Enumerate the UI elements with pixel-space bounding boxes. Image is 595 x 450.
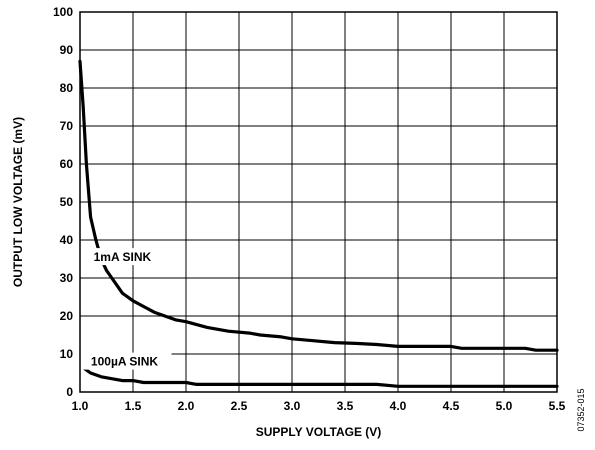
series-label: 100µA SINK xyxy=(91,355,158,369)
y-axis-title: OUTPUT LOW VOLTAGE (mV) xyxy=(11,117,25,287)
y-tick-label: 60 xyxy=(60,157,74,171)
grid xyxy=(79,11,558,393)
x-tick-label: 3.0 xyxy=(284,399,301,413)
plot-frame xyxy=(79,11,558,393)
x-tick-label: 4.0 xyxy=(390,399,407,413)
x-tick-labels: 1.0 1.5 2.0 2.5 3.0 3.5 4.0 4.5 5.0 5.5 xyxy=(72,399,566,413)
y-tick-label: 20 xyxy=(60,309,74,323)
x-tick-label: 1.0 xyxy=(72,399,89,413)
x-tick-label: 2.5 xyxy=(231,399,248,413)
series-label: 1mA SINK xyxy=(94,250,152,264)
y-tick-label: 100 xyxy=(53,5,73,19)
x-tick-label: 3.5 xyxy=(337,399,354,413)
y-tick-label: 90 xyxy=(60,43,74,57)
x-tick-label: 2.0 xyxy=(178,399,195,413)
y-tick-label: 50 xyxy=(60,195,74,209)
y-tick-label: 80 xyxy=(60,81,74,95)
figure-id: 07352-015 xyxy=(576,388,586,431)
x-axis-title: SUPPLY VOLTAGE (V) xyxy=(256,425,382,439)
series-label-bg xyxy=(84,248,161,266)
series-layer xyxy=(78,59,559,388)
y-tick-label: 10 xyxy=(60,347,74,361)
x-tick-label: 5.5 xyxy=(549,399,566,413)
y-tick-label: 30 xyxy=(60,271,74,285)
series-labels: 1mA SINK 100µA SINK xyxy=(77,248,172,370)
series-line-1ma-sink xyxy=(78,59,559,352)
y-tick-label: 70 xyxy=(60,119,74,133)
x-tick-label: 1.5 xyxy=(125,399,142,413)
y-tick-labels: 0 10 20 30 40 50 60 70 80 90 100 xyxy=(53,5,73,399)
series-label-bg xyxy=(77,352,172,370)
y-tick-label: 40 xyxy=(60,233,74,247)
x-tick-label: 4.5 xyxy=(443,399,460,413)
x-tick-label: 5.0 xyxy=(496,399,513,413)
y-tick-label: 0 xyxy=(66,385,73,399)
series-line-100ua-sink xyxy=(78,363,559,388)
